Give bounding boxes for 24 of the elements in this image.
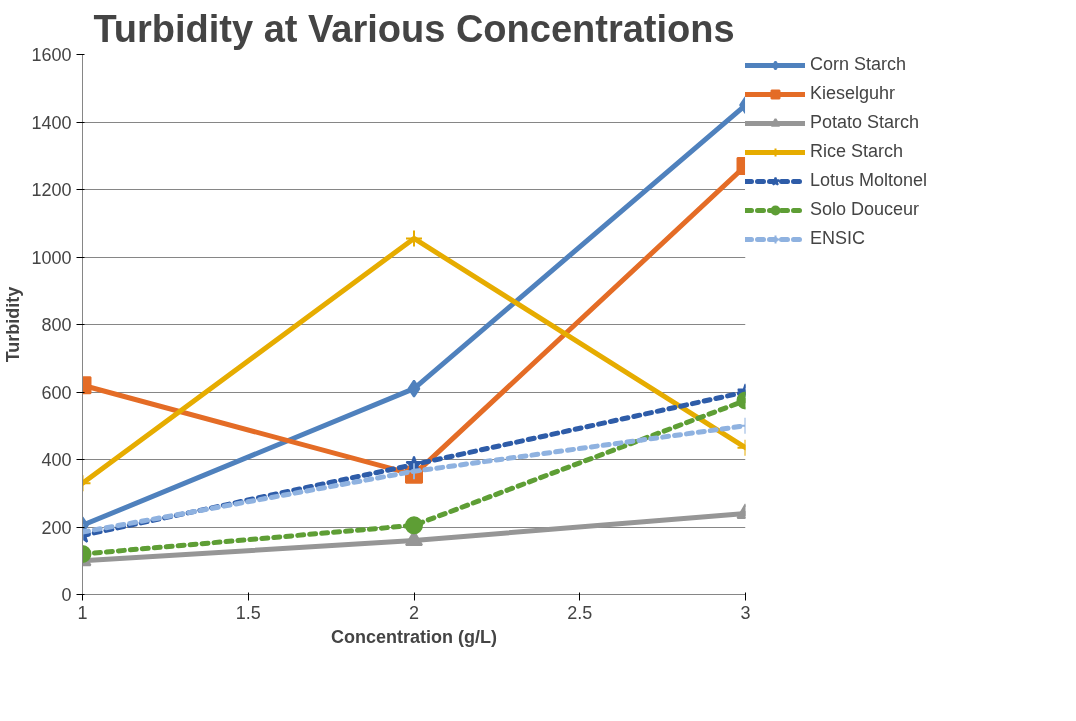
legend-label: Potato Starch (810, 112, 920, 133)
legend-label: Solo Douceur (810, 199, 920, 220)
y-tick-label: 200 (41, 517, 72, 538)
x-axis-title: Concentration (g/L) (331, 626, 497, 647)
x-tick-label: 1.5 (235, 602, 261, 623)
chart-title: Turbidity at Various Concentrations (93, 7, 735, 50)
x-tick-label: 3 (740, 602, 751, 623)
legend-label: Rice Starch (810, 141, 904, 162)
y-axis-title: Turbidity (3, 286, 24, 363)
y-tick-label: 1600 (31, 45, 72, 65)
y-tick-label: 600 (41, 382, 72, 403)
x-tick-label: 1 (77, 602, 88, 623)
x-tick-label: 2.5 (567, 602, 593, 623)
y-tick-label: 0 (61, 585, 72, 605)
y-tick-label: 1200 (31, 180, 72, 200)
legend-label: Lotus Moltonel (810, 170, 928, 191)
legend-label: ENSIC (810, 228, 866, 249)
y-tick-label: 1400 (31, 112, 72, 133)
y-tick-label: 1000 (31, 247, 72, 268)
legend-label: Kieselguhr (810, 83, 896, 104)
y-tick-label: 800 (41, 315, 72, 335)
y-tick-label: 400 (41, 450, 72, 470)
x-tick-label: 2 (408, 602, 420, 623)
legend-label: Corn Starch (810, 54, 907, 75)
